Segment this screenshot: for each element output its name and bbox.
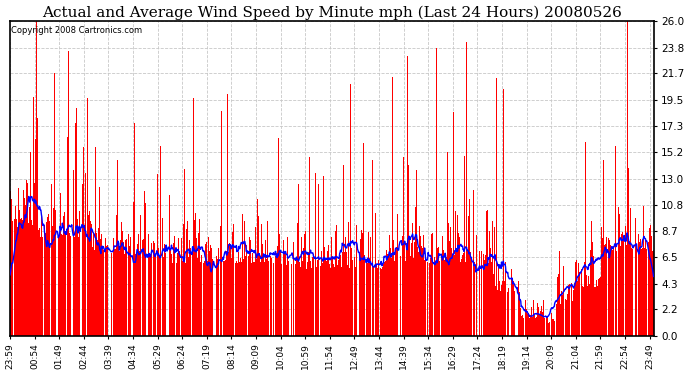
Text: Copyright 2008 Cartronics.com: Copyright 2008 Cartronics.com [11, 26, 142, 35]
Title: Actual and Average Wind Speed by Minute mph (Last 24 Hours) 20080526: Actual and Average Wind Speed by Minute … [42, 6, 622, 20]
